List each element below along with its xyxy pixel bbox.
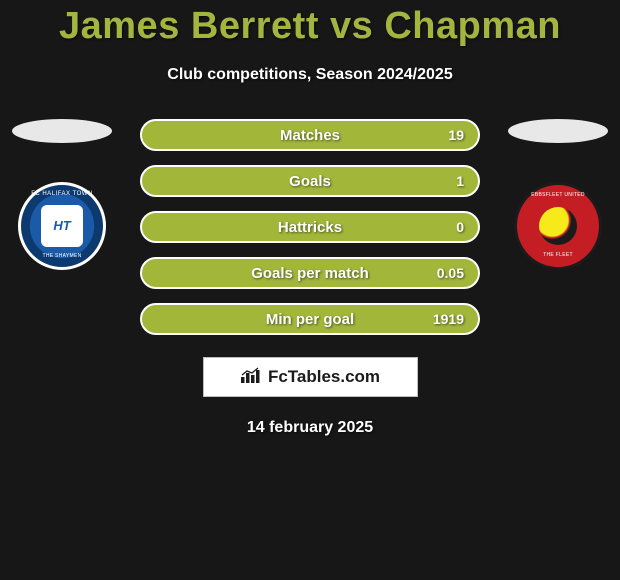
right-club-badge — [511, 178, 606, 273]
stat-label: Hattricks — [278, 219, 342, 236]
subtitle: Club competitions, Season 2024/2025 — [0, 66, 620, 84]
left-player-column: HT — [2, 119, 122, 273]
right-player-column — [498, 119, 618, 273]
player-avatar-right — [508, 119, 608, 143]
stat-value-right: 1919 — [433, 311, 464, 327]
stat-row-gpm: Goals per match 0.05 — [140, 257, 480, 289]
stats-column: Matches 19 Goals 1 Hattricks 0 Goals per… — [140, 119, 480, 335]
stat-label: Goals — [289, 173, 331, 190]
stat-row-hattricks: Hattricks 0 — [140, 211, 480, 243]
halifax-badge-initials: HT — [41, 205, 83, 247]
stat-label: Matches — [280, 127, 340, 144]
ebbsfleet-badge — [514, 182, 602, 270]
stat-value-right: 0.05 — [437, 265, 464, 281]
stat-value-right: 0 — [456, 219, 464, 235]
page-title: James Berrett vs Chapman — [0, 0, 620, 48]
stat-label: Min per goal — [266, 311, 354, 328]
stat-row-matches: Matches 19 — [140, 119, 480, 151]
stat-value-right: 19 — [448, 127, 464, 143]
player-avatar-left — [12, 119, 112, 143]
stat-label: Goals per match — [251, 265, 369, 282]
left-club-badge: HT — [15, 178, 110, 273]
comparison-row: HT Matches 19 Goals 1 Hattricks 0 Goals … — [0, 119, 620, 335]
stat-row-mpg: Min per goal 1919 — [140, 303, 480, 335]
halifax-badge: HT — [18, 182, 106, 270]
chart-icon — [240, 366, 262, 389]
stat-row-goals: Goals 1 — [140, 165, 480, 197]
brand-card: FcTables.com — [203, 357, 418, 397]
stat-value-right: 1 — [456, 173, 464, 189]
brand-name: FcTables.com — [268, 367, 380, 387]
date-text: 14 february 2025 — [0, 419, 620, 437]
ebbsfleet-badge-inner — [539, 207, 577, 245]
